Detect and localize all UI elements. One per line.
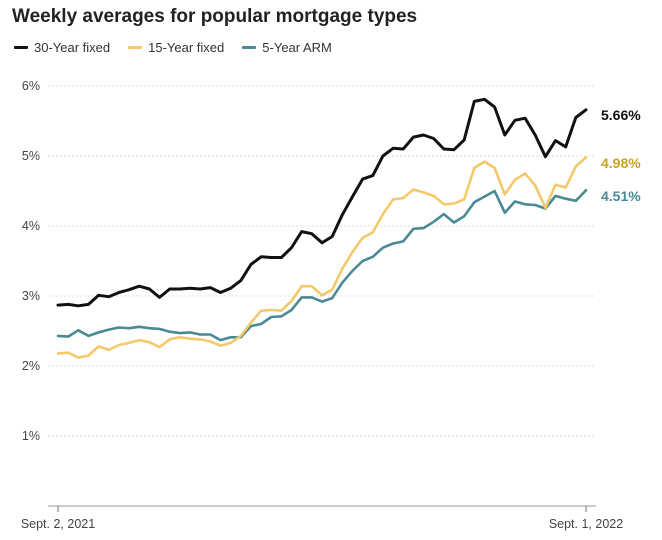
legend: 30-Year fixed 15-Year fixed 5-Year ARM	[14, 40, 332, 55]
end-label-5yr-arm: 4.51%	[601, 188, 641, 204]
legend-label-15yr: 15-Year fixed	[148, 40, 225, 55]
y-tick-label: 5%	[22, 149, 40, 163]
legend-label-5yr-arm: 5-Year ARM	[262, 40, 332, 55]
x-tick-label: Sept. 2, 2021	[21, 517, 95, 531]
series-lines	[56, 97, 588, 359]
end-label-15yr: 4.98%	[601, 155, 641, 171]
y-axis-ticks: 1% 2% 3% 4% 5% 6%	[22, 79, 40, 443]
gridlines	[48, 85, 596, 437]
legend-item-15yr: 15-Year fixed	[128, 40, 224, 55]
legend-item-5yr-arm: 5-Year ARM	[242, 40, 332, 55]
legend-swatch-15yr	[128, 46, 143, 49]
end-labels: 5.66% 4.98% 4.51%	[601, 107, 641, 204]
x-tick-label: Sept. 1, 2022	[549, 517, 623, 531]
y-tick-label: 3%	[22, 289, 40, 303]
legend-item-30yr: 30-Year fixed	[14, 40, 110, 55]
chart-title: Weekly averages for popular mortgage typ…	[12, 6, 418, 27]
y-tick-label: 4%	[22, 219, 40, 233]
series-line-30yr	[56, 97, 588, 308]
legend-swatch-5yr-arm	[242, 46, 257, 49]
legend-swatch-30yr	[14, 46, 28, 49]
legend-label-30yr: 30-Year fixed	[34, 40, 111, 55]
end-label-30yr: 5.66%	[601, 107, 641, 123]
x-axis: Sept. 2, 2021 Sept. 1, 2022	[21, 505, 623, 531]
y-tick-label: 6%	[22, 79, 40, 93]
series-line-5yr-arm	[56, 189, 588, 342]
y-tick-label: 1%	[22, 429, 40, 443]
series-line-15yr	[56, 156, 588, 359]
y-tick-label: 2%	[22, 359, 40, 373]
